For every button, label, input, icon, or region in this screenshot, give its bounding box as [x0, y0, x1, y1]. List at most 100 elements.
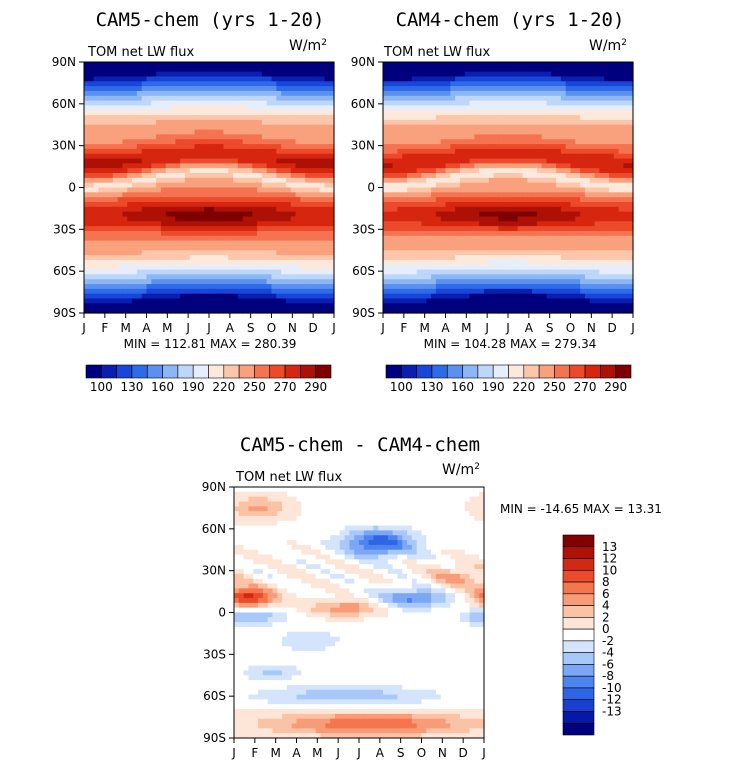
field-cell	[285, 62, 292, 68]
field-cell	[112, 255, 119, 261]
field-cell	[151, 173, 157, 179]
field-cell	[146, 197, 152, 203]
field-cell	[541, 173, 548, 179]
field-cell	[233, 110, 239, 116]
field-cell	[160, 110, 167, 116]
field-cell	[160, 235, 167, 242]
field-cell	[392, 163, 399, 169]
field-cell	[508, 66, 514, 73]
field-cell	[522, 124, 528, 131]
field-cell	[199, 298, 205, 304]
field-cell	[84, 86, 90, 92]
field-cell	[532, 226, 538, 232]
field-cell	[580, 66, 586, 73]
field-cell	[160, 197, 167, 203]
field-cell	[257, 124, 263, 131]
field-cell	[319, 124, 325, 131]
field-cell	[416, 71, 423, 78]
field-cell	[252, 105, 258, 111]
x-tick-label: M	[120, 321, 130, 335]
field-cell	[608, 124, 615, 131]
field-cell	[551, 95, 557, 102]
field-cell	[565, 245, 572, 251]
field-cell	[411, 163, 418, 169]
field-cell	[160, 168, 167, 174]
field-cell	[112, 163, 119, 169]
field-cell	[132, 100, 138, 107]
field-cell	[189, 81, 196, 87]
field-cell	[93, 216, 100, 222]
field-cell	[556, 62, 562, 68]
field-cell	[522, 71, 528, 78]
field-cell	[556, 115, 562, 121]
field-cell	[508, 216, 514, 222]
field-cell	[407, 173, 413, 179]
field-cell	[546, 105, 552, 111]
field-cell	[266, 134, 273, 140]
field-cell	[146, 226, 152, 232]
field-cell	[309, 235, 316, 242]
field-cell	[426, 134, 432, 140]
field-cell	[237, 71, 244, 78]
field-cell	[608, 173, 615, 179]
field-cell	[252, 240, 258, 247]
field-cell	[522, 230, 528, 237]
field-cell	[127, 197, 133, 203]
field-cell	[266, 187, 273, 193]
field-cell	[604, 245, 610, 251]
field-cell	[599, 201, 605, 208]
field-cell	[565, 240, 572, 247]
field-cell	[541, 168, 548, 174]
field-cell	[108, 192, 114, 198]
field-cell	[556, 76, 562, 82]
field-cell	[170, 173, 176, 179]
field-cell	[112, 76, 119, 82]
field-cell	[127, 216, 133, 222]
field-cell	[122, 206, 128, 213]
field-cell	[599, 221, 605, 227]
field-cell	[397, 90, 403, 97]
field-cell	[383, 182, 389, 189]
field-cell	[156, 235, 162, 242]
field-cell	[445, 221, 451, 227]
field-cell	[199, 264, 205, 271]
field-cell	[445, 66, 451, 73]
field-cell	[204, 86, 210, 92]
field-cell	[584, 235, 591, 242]
field-cell	[237, 250, 244, 256]
field-cell	[512, 177, 519, 184]
field-cell	[108, 90, 114, 97]
field-cell	[445, 115, 451, 121]
field-cell	[223, 173, 229, 179]
field-cell	[223, 62, 229, 68]
field-cell	[305, 168, 311, 174]
field-cell	[421, 110, 427, 116]
field-cell	[199, 173, 205, 179]
field-cell	[397, 182, 403, 189]
field-cell	[416, 163, 423, 169]
field-cell	[281, 235, 287, 242]
field-cell	[84, 158, 90, 164]
field-cell	[281, 226, 287, 232]
field-cell	[237, 221, 244, 227]
field-cell	[281, 250, 287, 256]
field-cell	[271, 81, 277, 87]
field-cell	[156, 288, 162, 295]
field-cell	[329, 221, 335, 227]
field-cell	[575, 211, 581, 218]
field-cell	[608, 86, 615, 92]
field-cell	[175, 124, 181, 131]
field-cell	[242, 303, 249, 309]
field-cell	[103, 95, 109, 102]
field-cell	[247, 216, 253, 222]
field-cell	[608, 187, 615, 193]
field-cell	[141, 81, 148, 87]
field-cell	[551, 124, 557, 131]
field-cell	[204, 245, 210, 251]
field-cell	[223, 76, 229, 82]
field-cell	[560, 148, 567, 155]
field-cell	[536, 197, 543, 203]
field-cell	[156, 110, 162, 116]
field-cell	[474, 153, 480, 160]
field-cell	[565, 163, 572, 169]
